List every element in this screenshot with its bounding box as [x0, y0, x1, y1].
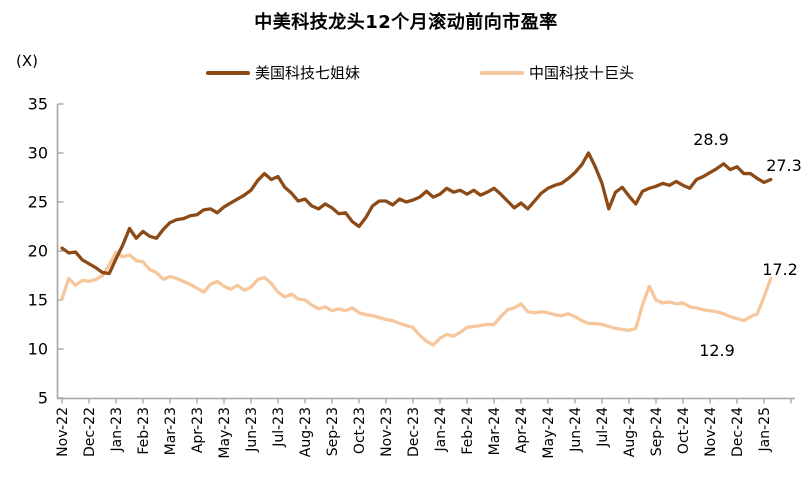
x-tick-label: Oct-23: [352, 407, 368, 454]
x-tick-label: Jan-25: [757, 407, 773, 452]
x-tick-label: Feb-23: [136, 407, 152, 455]
legend-item-us: 美国科技七姐妹: [205, 62, 360, 83]
x-tick-label: Apr-24: [514, 407, 530, 453]
x-tick-label: May-24: [541, 407, 557, 459]
legend: 美国科技七姐妹 中国科技十巨头: [14, 62, 812, 83]
value-annotation: 27.3: [766, 156, 802, 175]
x-tick-label: Nov-22: [55, 407, 71, 457]
x-tick-label: Dec-22: [82, 407, 98, 457]
x-tick-label: Jun-23: [244, 407, 260, 453]
y-tick-label: 5: [38, 389, 48, 408]
x-tick-label: Sep-23: [325, 407, 341, 456]
x-tick-label: May-23: [217, 407, 233, 459]
china-series-line: [60, 250, 773, 347]
china-series-label: 中国科技十巨头: [529, 64, 635, 82]
chart-title: 中美科技龙头12个月滚动前向市盈率: [254, 12, 558, 33]
x-tick-label: Aug-24: [622, 407, 638, 457]
x-tick-label: Mar-23: [163, 407, 179, 455]
us-series-line: [60, 151, 773, 276]
y-tick-label: 30: [28, 144, 48, 163]
y-tick-label: 10: [28, 340, 48, 359]
us-series-swatch: [205, 70, 250, 75]
x-tick-label: Nov-24: [703, 407, 719, 457]
china-series-swatch: [480, 70, 524, 75]
x-tick-label: Nov-23: [379, 407, 395, 457]
x-tick-label: Oct-24: [676, 407, 692, 454]
y-tick-label: 25: [28, 193, 48, 212]
legend-item-china: 中国科技十巨头: [480, 62, 634, 83]
x-tick-label: Feb-24: [460, 407, 476, 455]
x-tick-label: Dec-24: [730, 407, 746, 457]
us-series-label: 美国科技七姐妹: [254, 64, 360, 82]
x-tick-label: Jun-24: [568, 407, 584, 453]
x-tick-label: Apr-23: [190, 407, 206, 453]
y-tick-label: 20: [28, 242, 48, 261]
y-tick-label: 15: [28, 291, 48, 310]
x-tick-label: Dec-23: [406, 407, 422, 457]
x-tick-label: Sep-24: [649, 407, 665, 456]
value-annotation: 28.9: [693, 130, 729, 149]
x-tick-label: Aug-23: [298, 407, 314, 457]
x-tick-label: Jul-23: [271, 407, 287, 448]
y-axis-unit-label: (X): [16, 52, 38, 70]
x-tick-label: Jan-24: [433, 407, 449, 453]
y-tick-label: 35: [28, 95, 48, 114]
x-tick-label: Jan-23: [109, 407, 125, 452]
value-annotation: 17.2: [762, 260, 798, 279]
x-tick-label: Jul-24: [595, 407, 611, 448]
value-annotation: 12.9: [699, 341, 735, 360]
x-tick-label: Mar-24: [487, 407, 503, 455]
